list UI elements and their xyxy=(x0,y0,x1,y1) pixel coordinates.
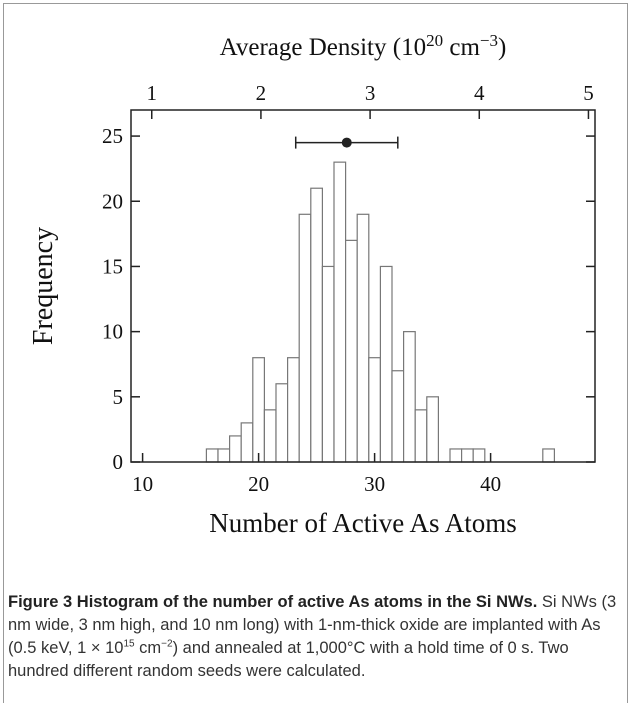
y-tick-label: 25 xyxy=(102,124,123,148)
bar xyxy=(310,187,323,463)
x2-tick-label: 5 xyxy=(583,81,594,105)
y-tick-label: 20 xyxy=(102,189,123,213)
bar xyxy=(240,422,254,463)
caption-text: ) and annealed at 1,000°C with a hold ti… xyxy=(8,639,569,680)
bar xyxy=(298,213,312,463)
x-tick-label: 30 xyxy=(364,472,385,496)
bar xyxy=(368,357,381,463)
bar xyxy=(461,448,474,463)
bar xyxy=(426,396,439,463)
caption-text: cm xyxy=(134,639,162,657)
bar xyxy=(379,265,393,463)
y-tick-label: 15 xyxy=(102,254,123,278)
x-axis-label: Number of Active As Atoms xyxy=(209,508,516,538)
x2-tick-label: 3 xyxy=(365,81,376,105)
bar xyxy=(391,370,405,463)
bar xyxy=(449,448,463,463)
bar xyxy=(229,435,242,463)
bar xyxy=(287,357,300,463)
x2-axis-label-part: −3 xyxy=(480,31,498,50)
x2-axis-label-part: Average Density (10 xyxy=(220,34,426,61)
mean-point xyxy=(341,137,352,148)
bar xyxy=(403,331,416,463)
x2-tick-label: 1 xyxy=(146,81,157,105)
caption-label: Figure 3 xyxy=(8,593,73,611)
bar xyxy=(472,448,486,463)
plot-frame xyxy=(130,109,596,463)
caption-text: Si NWs (3 nm wide, 3 nm high, and 10 nm … xyxy=(8,593,617,657)
bar xyxy=(333,161,347,463)
y-tick-label: 10 xyxy=(102,320,123,344)
y-axis-label: Frequency xyxy=(28,227,59,345)
bar xyxy=(321,265,335,463)
caption-text: 15 xyxy=(123,638,135,650)
x-tick-label: 10 xyxy=(132,472,153,496)
caption: Figure 3 Histogram of the number of acti… xyxy=(8,591,626,683)
x2-tick-label: 2 xyxy=(256,81,267,105)
bar xyxy=(205,448,219,463)
x2-axis-label-part: 20 xyxy=(426,31,443,50)
bar xyxy=(356,213,370,463)
caption-title: Histogram of the number of active As ato… xyxy=(76,593,538,611)
caption-body: Si NWs (3 nm wide, 3 nm high, and 10 nm … xyxy=(8,593,616,680)
x2-tick-label: 4 xyxy=(474,81,485,105)
x2-axis-label-part: cm xyxy=(443,34,480,61)
bar xyxy=(275,383,289,463)
x2-axis-label: Average Density (1020 cm−3) xyxy=(220,31,507,61)
bar xyxy=(345,239,358,463)
bar xyxy=(263,409,277,463)
y-tick-label: 0 xyxy=(113,450,124,474)
bar xyxy=(217,448,231,463)
chart: 0 5 10 15 20 25 10 20 30 40 1 2 3 4 5 Number of Active … xyxy=(28,31,596,538)
y-tick-label: 5 xyxy=(113,385,124,409)
caption-text: −2 xyxy=(161,638,173,650)
bar xyxy=(252,357,266,463)
bar xyxy=(414,409,428,463)
frame xyxy=(3,3,628,703)
x2-axis-label-part: ) xyxy=(498,34,506,61)
x-tick-label: 20 xyxy=(248,472,269,496)
x-tick-label: 40 xyxy=(480,472,501,496)
bar xyxy=(542,448,555,463)
